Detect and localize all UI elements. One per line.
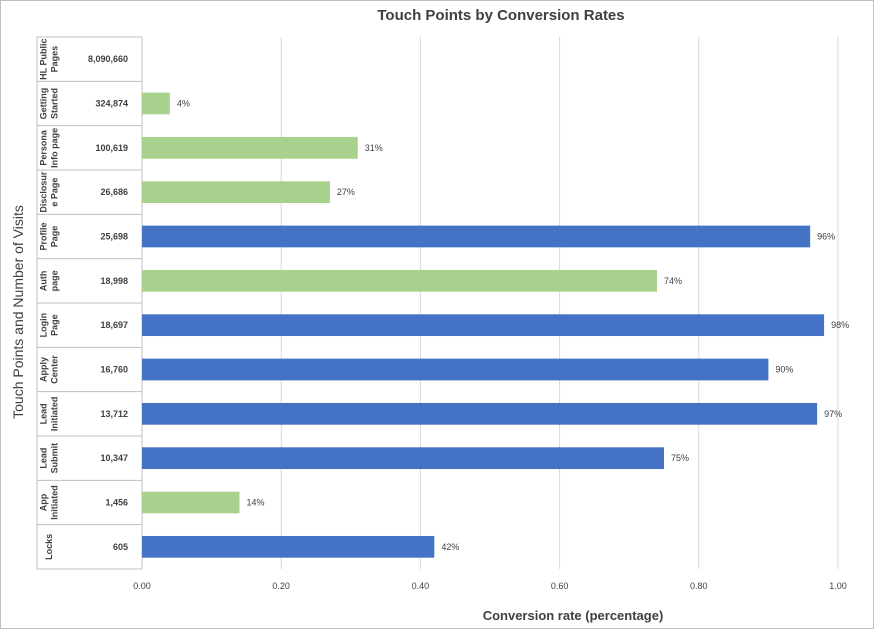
x-tick-label: 0.40 <box>412 581 430 591</box>
data-labels: 4% 31% 27% 96% 74% 98% 90% 97% 75% 14% 42% <box>177 99 849 552</box>
data-label: 90% <box>775 365 793 375</box>
category-label: HL PublicPages <box>39 38 60 79</box>
category-label: Disclosure Page <box>39 171 60 213</box>
category-label-line: Disclosur <box>39 171 49 213</box>
x-tick-label: 0.20 <box>272 581 290 591</box>
visit-count: 324,874 <box>95 99 128 109</box>
category-label: PersonaInfo page <box>39 128 60 168</box>
category-label-line: Persona <box>39 129 49 166</box>
bar <box>142 181 330 204</box>
category-label-line: Initiated <box>50 397 60 432</box>
x-tick-label: 1.00 <box>829 581 847 591</box>
category-label-line: Getting <box>39 88 49 120</box>
data-label: 97% <box>824 409 842 419</box>
bar <box>142 225 811 248</box>
bars <box>142 92 825 558</box>
category-label-line: Initiated <box>50 485 60 520</box>
visit-count: 16,760 <box>100 365 128 375</box>
visit-count: 100,619 <box>95 143 128 153</box>
category-label-line: Profile <box>39 222 49 250</box>
category-label-line: App <box>39 493 49 511</box>
category-label: AppInitiated <box>39 485 60 520</box>
bar <box>142 491 240 514</box>
data-label: 74% <box>664 276 682 286</box>
category-label-line: Lead <box>39 448 49 469</box>
category-label-line: e Page <box>50 178 60 207</box>
category-label-line: Started <box>50 88 60 119</box>
category-label: GettingStarted <box>39 88 60 120</box>
category-labels: HL PublicPagesGettingStartedPersonaInfo … <box>39 38 60 559</box>
visit-count: 26,686 <box>100 187 128 197</box>
category-label-line: Auth <box>39 271 49 292</box>
data-label: 14% <box>246 498 264 508</box>
category-label-line: page <box>50 270 60 291</box>
visit-count: 18,697 <box>100 320 128 330</box>
data-label: 75% <box>671 453 689 463</box>
visit-count: 18,998 <box>100 276 128 286</box>
bar <box>142 269 658 292</box>
bar <box>142 314 825 337</box>
visit-count: 1,456 <box>105 498 128 508</box>
x-tick-label: 0.00 <box>133 581 151 591</box>
category-label: ProfilePage <box>39 222 60 250</box>
bar <box>142 402 818 425</box>
visit-count: 10,347 <box>100 453 128 463</box>
bar <box>142 535 435 558</box>
bar <box>142 92 170 115</box>
category-label-line: Locks <box>44 534 54 560</box>
category-label: LoginPage <box>39 313 60 338</box>
category-separators <box>36 36 143 570</box>
x-tick-labels: 0.00 0.20 0.40 0.60 0.80 1.00 <box>133 581 847 591</box>
category-label-line: HL Public <box>39 38 49 79</box>
gridlines <box>141 37 839 569</box>
category-label-line: Lead <box>39 403 49 424</box>
x-tick-label: 0.80 <box>690 581 708 591</box>
bar <box>142 136 358 159</box>
category-label-line: Pages <box>50 46 60 73</box>
category-label-line: Apply <box>39 357 49 382</box>
bar <box>142 358 769 381</box>
data-label: 98% <box>831 320 849 330</box>
data-label: 27% <box>337 187 355 197</box>
bar <box>142 447 664 470</box>
category-label: Authpage <box>39 270 60 291</box>
visit-count: 605 <box>113 542 128 552</box>
visit-count-labels: 8,090,660 324,874 100,619 26,686 25,698 18,99… <box>88 54 128 552</box>
y-axis-title: Touch Points and Number of Visits <box>10 205 26 419</box>
category-label-line: Page <box>50 314 60 336</box>
x-tick-label: 0.60 <box>551 581 569 591</box>
category-label-line: Submit <box>50 443 60 474</box>
data-label: 31% <box>365 143 383 153</box>
category-label-line: Info page <box>50 128 60 168</box>
data-label: 42% <box>441 542 459 552</box>
category-label: LeadSubmit <box>39 443 60 474</box>
data-label: 96% <box>817 232 835 242</box>
category-label-line: Center <box>50 355 60 384</box>
data-label: 4% <box>177 99 190 109</box>
category-label-line: Login <box>39 313 49 338</box>
visit-count: 8,090,660 <box>88 54 128 64</box>
visit-count: 13,712 <box>100 409 128 419</box>
chart-title: Touch Points by Conversion Rates <box>377 7 624 24</box>
category-label: LeadInitiated <box>39 397 60 432</box>
category-label-line: Page <box>50 226 60 248</box>
x-axis-title: Conversion rate (percentage) <box>483 608 664 623</box>
category-label: Locks <box>44 534 54 560</box>
category-label: ApplyCenter <box>39 355 60 384</box>
visit-count: 25,698 <box>100 232 128 242</box>
